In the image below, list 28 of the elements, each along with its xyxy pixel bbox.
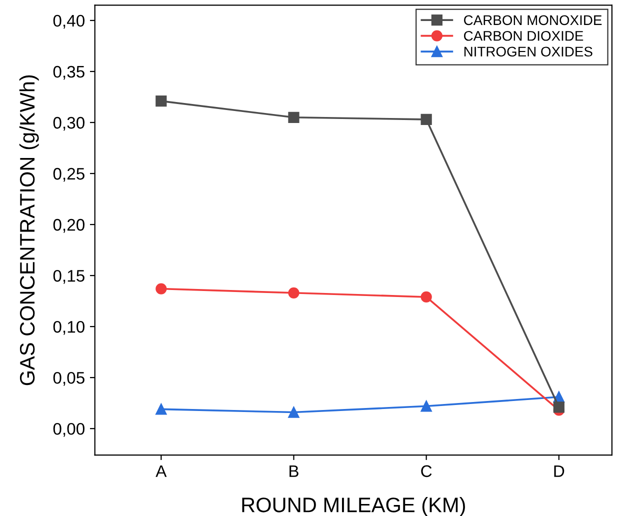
legend-label: CARBON MONOXIDE [464, 15, 602, 26]
y-tick-label: 0,10 [53, 320, 84, 335]
point [288, 406, 300, 418]
point [288, 287, 300, 298]
y-tick-label: 0,25 [53, 168, 84, 182]
legend-label: NITROGEN OXIDES [464, 46, 592, 57]
point [420, 291, 432, 303]
legend-label: CARBON DIOXIDE [464, 30, 584, 41]
point [553, 402, 564, 413]
y-tick-label: 0,00 [53, 422, 84, 437]
y-tick-label: 0,35 [53, 66, 84, 80]
point [156, 404, 167, 415]
point [288, 112, 300, 123]
x-tick-label: B [290, 465, 298, 477]
x-tick-label: A [156, 465, 167, 477]
x-tick-label: C [421, 465, 432, 478]
x-axis-title: ROUND MILEAGE (KM) [242, 497, 465, 516]
y-tick-label: 0,20 [53, 218, 84, 233]
y-tick-label: 0,40 [53, 14, 84, 29]
point [156, 96, 167, 107]
y-axis-title: GAS CONCENTRATION (g/KWh) [19, 75, 39, 386]
y-tick-label: 0,30 [53, 116, 84, 131]
point [156, 283, 167, 294]
point [420, 400, 432, 412]
y-tick-label: 0,05 [53, 372, 84, 386]
y-tick-label: 0,15 [53, 270, 84, 284]
point [420, 114, 432, 125]
x-tick-label: D [554, 465, 564, 477]
